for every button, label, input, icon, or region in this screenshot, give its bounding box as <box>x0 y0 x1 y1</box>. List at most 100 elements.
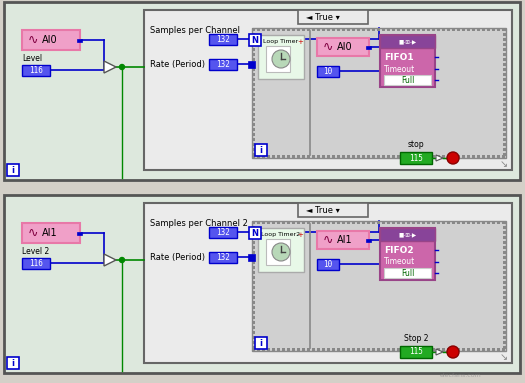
Bar <box>297 155 300 158</box>
Bar <box>412 348 415 351</box>
Bar <box>503 311 506 314</box>
Bar <box>317 66 339 77</box>
Bar <box>467 348 470 351</box>
Text: elecfans.com: elecfans.com <box>439 373 481 378</box>
Bar <box>282 221 285 224</box>
Bar <box>257 28 260 31</box>
Bar <box>209 34 237 45</box>
Bar <box>387 348 390 351</box>
Bar <box>462 348 465 351</box>
Bar <box>267 28 270 31</box>
Text: i: i <box>259 339 262 347</box>
Bar <box>392 155 395 158</box>
Bar <box>347 155 350 158</box>
Bar <box>412 155 415 158</box>
Bar <box>427 28 430 31</box>
Bar <box>317 231 369 249</box>
Bar <box>337 155 340 158</box>
Bar <box>503 58 506 61</box>
Text: stop: stop <box>408 140 424 149</box>
Bar <box>382 28 385 31</box>
Bar <box>22 30 80 50</box>
Text: ∿: ∿ <box>28 33 38 46</box>
Bar <box>447 28 450 31</box>
Bar <box>277 155 280 158</box>
Text: AI0: AI0 <box>337 42 353 52</box>
Text: ∿: ∿ <box>323 234 333 247</box>
Bar <box>252 123 255 126</box>
Bar <box>342 155 345 158</box>
Text: Timeout: Timeout <box>384 257 415 267</box>
Bar <box>487 155 490 158</box>
Bar <box>307 348 310 351</box>
Text: +: + <box>297 39 303 45</box>
Bar <box>357 155 360 158</box>
Bar <box>322 28 325 31</box>
Bar <box>452 28 455 31</box>
Bar <box>262 348 265 351</box>
Bar <box>252 133 255 136</box>
Bar <box>437 221 440 224</box>
Bar <box>252 68 255 71</box>
Bar <box>252 306 255 309</box>
Bar <box>249 34 261 46</box>
Bar <box>442 221 445 224</box>
Bar <box>252 241 255 244</box>
Circle shape <box>272 50 290 68</box>
Bar <box>397 28 400 31</box>
Bar <box>503 326 506 329</box>
Bar <box>252 143 255 146</box>
Bar <box>297 28 300 31</box>
Bar <box>267 155 270 158</box>
Bar <box>252 88 255 91</box>
Bar <box>397 221 400 224</box>
Bar <box>457 28 460 31</box>
Bar <box>367 28 370 31</box>
Bar <box>467 155 470 158</box>
Bar <box>292 221 295 224</box>
Bar <box>503 231 506 234</box>
Bar <box>502 348 505 351</box>
Bar <box>252 246 255 249</box>
Bar <box>367 221 370 224</box>
Bar <box>292 348 295 351</box>
Bar <box>482 221 485 224</box>
Bar <box>503 346 506 349</box>
Bar <box>503 68 506 71</box>
Bar <box>487 28 490 31</box>
Bar <box>248 254 255 261</box>
Bar <box>503 88 506 91</box>
Bar <box>362 221 365 224</box>
Bar <box>252 43 255 46</box>
Bar <box>452 221 455 224</box>
Bar <box>402 155 405 158</box>
Bar <box>380 228 435 280</box>
Circle shape <box>120 257 124 262</box>
Bar <box>357 221 360 224</box>
Bar <box>503 281 506 284</box>
Bar <box>503 226 506 229</box>
Bar <box>252 78 255 81</box>
Bar <box>442 155 445 158</box>
Bar <box>487 348 490 351</box>
Bar <box>427 155 430 158</box>
Bar <box>503 306 506 309</box>
Bar <box>298 203 368 217</box>
Bar <box>317 38 369 56</box>
Text: Level 2: Level 2 <box>22 247 49 256</box>
Text: 10: 10 <box>323 260 333 269</box>
Bar <box>382 221 385 224</box>
Bar <box>503 118 506 121</box>
Bar <box>372 348 375 351</box>
Bar <box>266 239 290 265</box>
Bar <box>4 2 520 180</box>
Bar <box>317 28 320 31</box>
Bar <box>252 286 255 289</box>
Bar <box>492 28 495 31</box>
Bar <box>427 348 430 351</box>
Bar <box>477 221 480 224</box>
Bar <box>327 155 330 158</box>
Text: Full: Full <box>401 268 414 278</box>
Bar <box>258 228 304 272</box>
Text: Samples per Channel: Samples per Channel <box>150 26 240 35</box>
